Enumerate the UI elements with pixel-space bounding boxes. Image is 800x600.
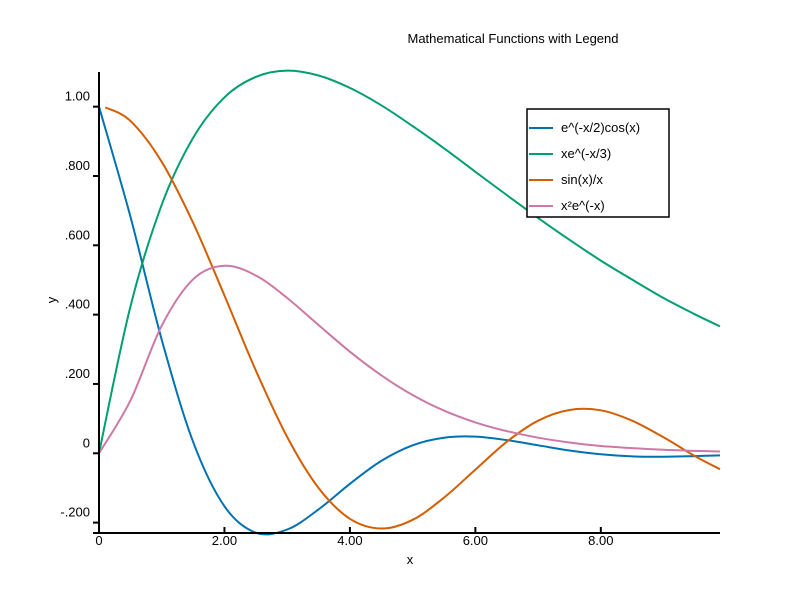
axes	[93, 72, 720, 534]
legend-label: sin(x)/x	[561, 172, 603, 187]
ticks: 0 2.00 4.00 6.00 8.00 -.200 0 .200 .400 .600 .800 1…	[60, 89, 613, 548]
legend-label: xe^(-x/3)	[561, 146, 611, 161]
x-axis-label: x	[407, 552, 414, 567]
y-tick-label: .400	[65, 297, 90, 312]
legend-label: x²e^(-x)	[561, 198, 605, 213]
y-axis-label: y	[44, 296, 59, 303]
y-tick-label: 1.00	[65, 89, 90, 104]
series-layer	[98, 69, 721, 536]
series-line-2	[98, 69, 721, 454]
x-tick-label: 8.00	[588, 533, 613, 548]
legend: e^(-x/2)cos(x) xe^(-x/3) sin(x)/x x²e^(-x)	[526, 108, 670, 218]
y-tick-label: .800	[65, 158, 90, 173]
y-tick-label: 0	[83, 435, 90, 450]
chart-title: Mathematical Functions with Legend	[407, 31, 618, 46]
y-tick-label: .200	[65, 366, 90, 381]
y-tick-label: .600	[65, 227, 90, 242]
x-tick-label: 0	[95, 533, 102, 548]
series-line-4	[98, 264, 721, 454]
x-tick-label: 6.00	[463, 533, 488, 548]
x-tick-label: 4.00	[337, 533, 362, 548]
series-line-1	[98, 106, 721, 536]
series-line-3	[104, 106, 721, 530]
legend-label: e^(-x/2)cos(x)	[561, 120, 640, 135]
y-tick-label: -.200	[60, 505, 90, 520]
x-tick-label: 2.00	[212, 533, 237, 548]
